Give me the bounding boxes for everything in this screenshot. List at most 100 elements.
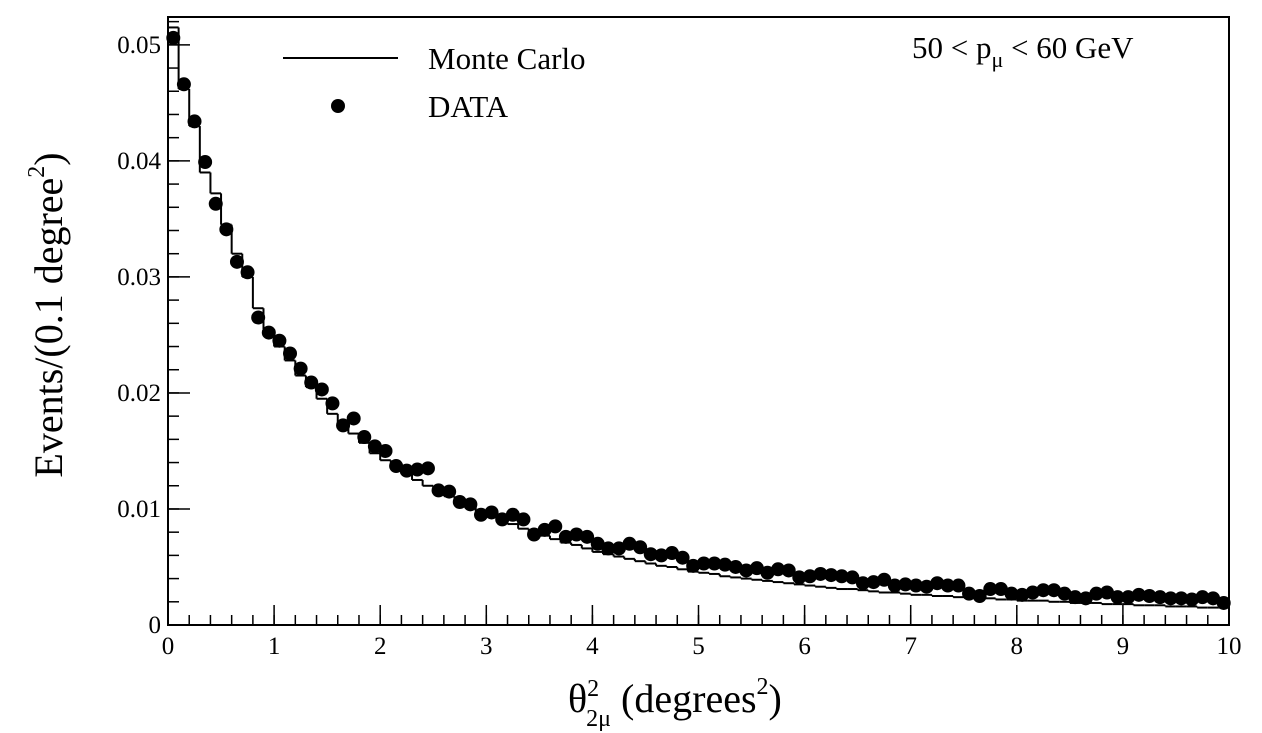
data-point [187, 114, 202, 129]
annotation-part: 50 < p [912, 30, 991, 65]
data-point [643, 547, 658, 562]
y-axis-label: Events/(0.1 degree2) [24, 152, 71, 477]
data-point [251, 310, 266, 325]
x-label-part: (degrees [611, 676, 756, 721]
data-point [548, 519, 563, 534]
y-tick-label: 0.03 [117, 264, 161, 291]
data-point [1163, 591, 1178, 606]
data-point [1110, 590, 1125, 605]
y-tick-label: 0.04 [117, 148, 161, 175]
data-point [1046, 583, 1061, 598]
data-point [909, 578, 924, 593]
y-label-sup: 2 [24, 166, 50, 178]
data-point [431, 483, 446, 498]
data-point [410, 462, 425, 477]
y-tick-label: 0.02 [117, 380, 161, 407]
data-point [686, 558, 701, 573]
data-point [898, 577, 913, 592]
data-point [516, 512, 531, 527]
data-point [473, 507, 488, 522]
data-point [558, 529, 573, 544]
data-point [1089, 586, 1104, 601]
data-point [1015, 587, 1030, 602]
y-tick-label: 0.05 [117, 32, 161, 59]
x-label-sup: 2 [587, 676, 599, 702]
data-point [452, 495, 467, 510]
x-tick-label: 3 [480, 633, 493, 660]
x-tick-label: 0 [162, 633, 175, 660]
data-point [314, 382, 329, 397]
data-point [293, 361, 308, 376]
data-point [484, 505, 499, 520]
data-point [993, 582, 1008, 597]
data-point [537, 522, 552, 537]
data-point [802, 569, 817, 584]
x-tick-label: 5 [692, 633, 705, 660]
data-point [696, 556, 711, 571]
data-point [1195, 590, 1210, 605]
x-label-sup: 2 [757, 674, 769, 700]
data-point [983, 582, 998, 597]
data-point [1004, 586, 1019, 601]
data-point [940, 578, 955, 593]
data-point [728, 559, 743, 574]
x-tick-label: 2 [374, 633, 387, 660]
x-axis-label: θ2 2μ (degrees2) [568, 674, 782, 732]
data-point [346, 411, 361, 426]
x-label-sub: 2μ [586, 706, 611, 732]
data-point [463, 497, 478, 512]
data-point [972, 588, 987, 603]
data-point [399, 463, 414, 478]
data-point [505, 507, 520, 522]
y-tick-label: 0 [149, 612, 162, 639]
data-point [664, 546, 679, 561]
data-point [569, 527, 584, 542]
data-point [622, 536, 637, 551]
data-point [601, 541, 616, 556]
data-point [367, 439, 382, 454]
data-point [919, 579, 934, 594]
data-point [389, 459, 404, 474]
data-point [378, 443, 393, 458]
y-label-part: ) [26, 152, 71, 165]
x-tick-label: 6 [798, 633, 811, 660]
data-point [930, 576, 945, 591]
data-point [771, 562, 786, 577]
data-point [495, 512, 510, 527]
data-point [325, 396, 340, 411]
data-point [1184, 592, 1199, 607]
data-point [420, 461, 435, 476]
data-point [240, 265, 255, 280]
data-point [707, 556, 722, 571]
data-point [527, 527, 542, 542]
data-point [866, 575, 881, 590]
data-point [219, 222, 234, 237]
x-label-part: θ [568, 676, 587, 721]
data-point [176, 77, 191, 92]
data-point [654, 548, 669, 563]
data-point [834, 569, 849, 584]
data-point [357, 430, 372, 445]
data-point [1142, 588, 1157, 603]
data-point [877, 572, 892, 587]
data-point [1025, 585, 1040, 600]
data-point [1153, 590, 1168, 605]
data-point [760, 565, 775, 580]
data-point [580, 529, 595, 544]
data-point [1174, 591, 1189, 606]
x-tick-label: 10 [1217, 633, 1242, 660]
legend-label: Monte Carlo [428, 41, 586, 76]
data-point [1131, 587, 1146, 602]
plot-frame [167, 16, 1230, 626]
x-tick-label: 8 [1011, 633, 1024, 660]
data-point [855, 576, 870, 591]
data-point [1099, 585, 1114, 600]
data-point [1121, 590, 1136, 605]
data-point [272, 333, 287, 348]
data-point [166, 30, 181, 45]
data-point [813, 566, 828, 581]
data-point [739, 563, 754, 578]
x-tick-label: 7 [904, 633, 917, 660]
data-point [845, 570, 860, 585]
data-point [1078, 591, 1093, 606]
